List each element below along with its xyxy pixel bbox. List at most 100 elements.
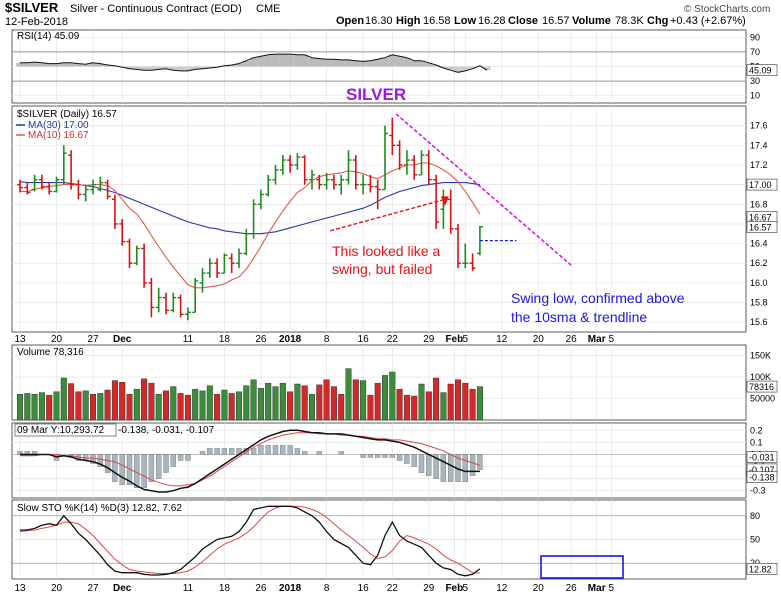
volume-bar — [199, 390, 206, 421]
ohlc-bar — [360, 174, 367, 195]
ohlc-bar — [119, 219, 126, 246]
sto-k-line — [20, 505, 481, 577]
x-axis-label: 8 — [324, 334, 330, 345]
volume-bar — [38, 392, 45, 421]
price-y-tick: 17.6 — [750, 121, 768, 131]
macd-histogram-bar — [433, 454, 439, 479]
ohlc-bar — [272, 164, 279, 185]
downtrend-line — [395, 113, 572, 266]
macd-histogram-bar — [156, 454, 162, 479]
volume-bar — [433, 377, 440, 421]
volume-value-tag: 78316 — [746, 380, 778, 393]
macd-histogram-bar — [382, 454, 388, 458]
volume-bar — [46, 394, 53, 421]
panel-frame — [11, 105, 747, 333]
ohlc-bar — [367, 174, 374, 193]
macd-histogram-bar — [287, 445, 293, 455]
volume-bar — [352, 379, 359, 421]
svg-text:09 Mar Y:10,293.72: 09 Mar Y:10,293.72 — [17, 425, 105, 436]
volume-bar — [177, 393, 184, 421]
ohlc-bar — [462, 243, 469, 269]
volume-bar — [141, 378, 148, 421]
ohlc-bar — [323, 172, 330, 190]
svg-text:78316: 78316 — [749, 382, 774, 392]
ohlc-bar — [389, 117, 396, 156]
macd-histogram-bar — [170, 454, 176, 467]
ohlc-bar — [236, 248, 242, 269]
ohlc-bar — [228, 253, 235, 274]
price-y-tick: 15.6 — [750, 317, 768, 327]
macd-histogram-bar — [134, 454, 140, 488]
macd-histogram-bar — [265, 445, 271, 455]
volume-bar — [53, 391, 60, 421]
failed-swing-line — [330, 198, 446, 232]
x-axis-label: 18 — [219, 334, 231, 345]
x-axis-label: 22 — [387, 334, 399, 345]
volume-label: Volume — [572, 15, 611, 27]
macd-title: -0.138, -0.031, -0.107 — [118, 425, 215, 436]
low-label: Low — [454, 15, 476, 27]
sto-y-tick: 80 — [750, 511, 760, 521]
volume-bar — [265, 382, 272, 421]
rsi-title: RSI(14) 45.09 — [17, 31, 80, 42]
volume-bar — [235, 391, 242, 421]
macd-histogram-bar — [404, 454, 410, 464]
x-axis-label: 12 — [496, 334, 508, 345]
macd-histogram-bar — [126, 454, 133, 485]
price-y-tick: 17.2 — [750, 160, 768, 170]
macd-histogram-bar — [163, 454, 169, 473]
oversold-highlight-box — [540, 555, 624, 579]
x-axis-label: 12 — [496, 583, 508, 594]
chg-value: +0.43 (+2.67%) — [670, 15, 746, 27]
volume-bar — [418, 383, 425, 421]
macd-histogram-bar — [462, 454, 468, 482]
macd-histogram-bar — [272, 445, 279, 455]
price-title: $SILVER (Daily) 16.57 — [17, 109, 117, 120]
volume-bar — [104, 389, 111, 421]
ohlc-bar — [68, 150, 75, 190]
ohlc-bar — [374, 179, 381, 210]
failed-swing-arrow — [440, 196, 449, 207]
volume-bar — [279, 382, 286, 421]
ohlc-bar — [192, 277, 199, 314]
volume-y-tick: 100K — [750, 372, 771, 382]
macd-y-tick: 0.1 — [750, 437, 763, 447]
ohlc-bar — [316, 174, 323, 190]
ohlc-bar — [330, 174, 337, 190]
volume-bar — [126, 394, 133, 421]
volume-bar — [345, 368, 352, 421]
x-axis-label: 5 — [463, 583, 469, 594]
ohlc-bar — [53, 176, 60, 193]
ohlc-bar — [148, 277, 155, 318]
macd-y-tick: -0.3 — [750, 486, 766, 496]
x-axis-label: 13 — [14, 334, 26, 345]
macd-histogram-bar — [302, 451, 308, 455]
failed-swing-annotation-line2: swing, but failed — [332, 261, 432, 277]
volume-bar — [214, 394, 221, 421]
x-axis-label: 20 — [533, 334, 545, 345]
ohlc-bar — [411, 155, 418, 180]
ohlc-bar — [221, 253, 228, 274]
volume-bar — [206, 385, 213, 421]
low-value: 16.28 — [478, 15, 506, 27]
volume-bar — [68, 383, 75, 421]
volume-bar — [89, 394, 96, 421]
macd-histogram-bar — [426, 454, 432, 476]
volume-bar — [31, 394, 38, 421]
macd-histogram-bar — [199, 451, 206, 455]
ohlc-bar — [206, 258, 213, 278]
price-y-tick: 16.8 — [750, 199, 768, 209]
x-axis-label: Dec — [113, 334, 132, 345]
volume-bar — [374, 382, 381, 421]
volume-bar — [403, 394, 410, 421]
ohlc-bar — [17, 179, 23, 193]
volume-value: 78.3K — [615, 15, 644, 27]
volume-bar — [184, 394, 191, 421]
svg-text:17.00: 17.00 — [749, 180, 772, 190]
rsi-y-tick: 70 — [750, 47, 760, 57]
macd-histogram-bar — [477, 454, 483, 470]
close-label: Close — [508, 15, 538, 27]
symbol-label: $SILVER — [5, 0, 59, 15]
volume-bar — [462, 382, 469, 421]
